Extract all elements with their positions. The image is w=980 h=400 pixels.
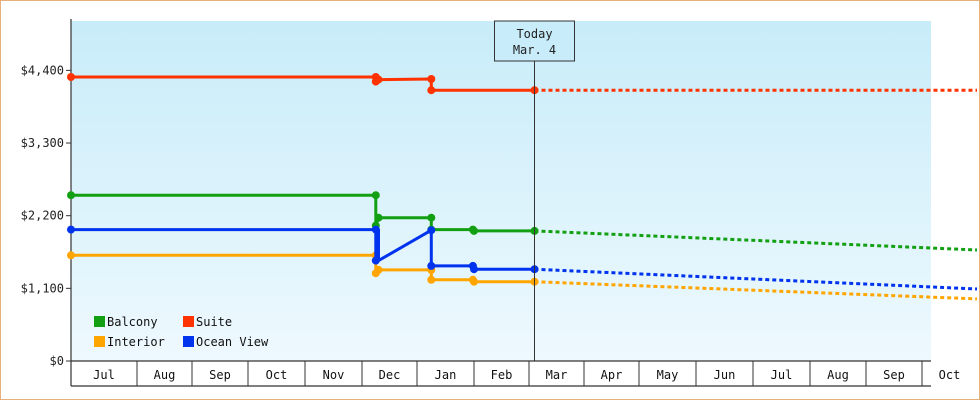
ocean-view-point — [371, 256, 380, 265]
interior-point — [470, 277, 478, 286]
interior-point — [427, 275, 436, 284]
ocean-view-point — [371, 225, 380, 234]
x-tick-label: Jun — [714, 368, 736, 382]
ocean-view-point — [427, 226, 436, 235]
today-date: Mar. 4 — [513, 43, 556, 57]
x-tick-label: Apr — [601, 368, 623, 382]
x-tick-label: Feb — [491, 368, 513, 382]
y-tick-label: $3,300 — [21, 136, 64, 150]
today-box — [494, 20, 575, 62]
balcony-point — [374, 213, 383, 222]
x-tick-label: Aug — [827, 368, 849, 382]
ocean-view-forecast-line — [534, 267, 978, 291]
plot-area — [71, 21, 931, 361]
y-tick-label: $2,200 — [21, 209, 64, 223]
legend-swatch-ocean-view — [183, 336, 194, 347]
x-tick-label: Oct — [939, 368, 961, 382]
suite-point — [374, 75, 383, 84]
x-tick-label: Jul — [93, 368, 115, 382]
x-tick-label: Jan — [435, 368, 457, 382]
legend-label-balcony: Balcony — [107, 315, 158, 329]
legend-label-suite: Suite — [196, 315, 232, 329]
suite-point — [427, 75, 436, 83]
legend-label-interior: Interior — [107, 335, 165, 349]
legend-swatch-balcony — [94, 316, 105, 327]
x-tick-label: Mar — [546, 368, 568, 382]
today-title: Today — [516, 27, 552, 41]
balcony-point — [371, 191, 380, 200]
legend-label-ocean-view: Ocean View — [196, 335, 269, 349]
suite-point — [67, 73, 75, 81]
x-tick-label: Aug — [154, 368, 176, 382]
x-tick-label: Jul — [771, 368, 793, 382]
legend-swatch-interior — [94, 336, 105, 347]
legend-swatch-suite — [183, 316, 194, 327]
y-tick-label: $0 — [50, 354, 64, 368]
x-tick-label: Sep — [209, 368, 231, 382]
interior-point — [374, 265, 383, 274]
balcony-point — [470, 226, 478, 235]
x-tick-label: Sep — [883, 368, 905, 382]
ocean-view-point — [67, 225, 75, 234]
interior-forecast-line — [534, 280, 978, 301]
x-tick-label: Nov — [323, 368, 345, 382]
ocean-view-point — [470, 265, 478, 274]
y-tick-label: $4,400 — [21, 63, 64, 77]
ocean-view-point — [427, 261, 436, 270]
balcony-forecast-line — [534, 229, 978, 252]
x-tick-label: Oct — [266, 368, 288, 382]
x-tick-label: Dec — [379, 368, 401, 382]
balcony-point — [67, 191, 75, 200]
balcony-point — [427, 213, 436, 222]
x-tick-label: May — [657, 368, 679, 382]
interior-point — [67, 251, 75, 260]
y-tick-label: $1,100 — [21, 281, 64, 295]
suite-point — [427, 86, 436, 95]
